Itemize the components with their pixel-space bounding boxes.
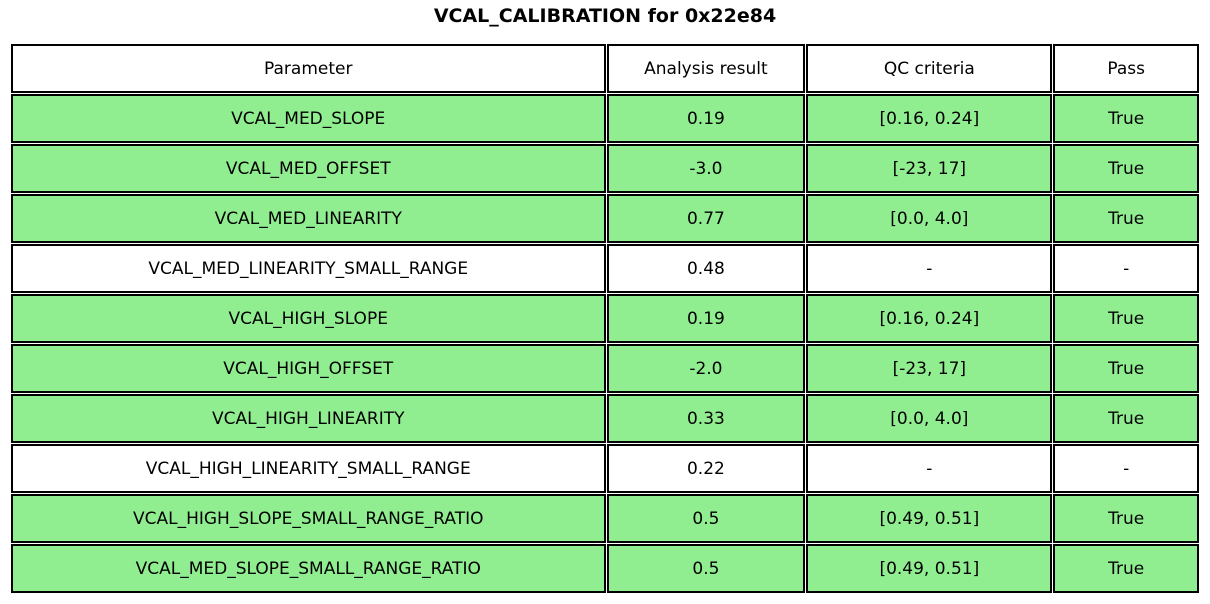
cell-pass: True [1053, 544, 1199, 593]
table-row: VCAL_MED_LINEARITY_SMALL_RANGE 0.48 - - [11, 244, 1199, 293]
cell-analysis-result: 0.19 [606, 94, 806, 143]
cell-qc-criteria: [-23, 17] [806, 144, 1053, 193]
cell-analysis-result: 0.77 [606, 194, 806, 243]
col-header-parameter: Parameter [11, 44, 606, 93]
cell-parameter: VCAL_HIGH_LINEARITY [11, 394, 606, 443]
table-row: VCAL_MED_OFFSET -3.0 [-23, 17] True [11, 144, 1199, 193]
cell-pass: True [1053, 194, 1199, 243]
cell-analysis-result: 0.19 [606, 294, 806, 343]
page-title: VCAL_CALIBRATION for 0x22e84 [433, 5, 777, 27]
table-row: VCAL_MED_SLOPE 0.19 [0.16, 0.24] True [11, 94, 1199, 143]
table-row: VCAL_MED_LINEARITY 0.77 [0.0, 4.0] True [11, 194, 1199, 243]
table-row: VCAL_MED_SLOPE_SMALL_RANGE_RATIO 0.5 [0.… [11, 544, 1199, 593]
cell-analysis-result: 0.33 [606, 394, 806, 443]
cell-qc-criteria: [0.16, 0.24] [806, 94, 1053, 143]
col-header-analysis-result: Analysis result [606, 44, 806, 93]
cell-analysis-result: -2.0 [606, 344, 806, 393]
cell-analysis-result: 0.5 [606, 494, 806, 543]
cell-pass: True [1053, 394, 1199, 443]
col-header-qc-criteria: QC criteria [806, 44, 1053, 93]
cell-qc-criteria: [0.49, 0.51] [806, 544, 1053, 593]
cell-pass: - [1053, 244, 1199, 293]
cell-analysis-result: 0.48 [606, 244, 806, 293]
cell-parameter: VCAL_HIGH_SLOPE_SMALL_RANGE_RATIO [11, 494, 606, 543]
table-row: VCAL_HIGH_LINEARITY_SMALL_RANGE 0.22 - - [11, 444, 1199, 493]
table-row: VCAL_HIGH_SLOPE_SMALL_RANGE_RATIO 0.5 [0… [11, 494, 1199, 543]
cell-parameter: VCAL_MED_OFFSET [11, 144, 606, 193]
cell-analysis-result: 0.22 [606, 444, 806, 493]
cell-parameter: VCAL_MED_SLOPE [11, 94, 606, 143]
cell-analysis-result: -3.0 [606, 144, 806, 193]
header-row: Parameter Analysis result QC criteria Pa… [11, 44, 1199, 93]
cell-parameter: VCAL_HIGH_LINEARITY_SMALL_RANGE [11, 444, 606, 493]
cell-parameter: VCAL_HIGH_SLOPE [11, 294, 606, 343]
cell-parameter: VCAL_MED_SLOPE_SMALL_RANGE_RATIO [11, 544, 606, 593]
cell-qc-criteria: [-23, 17] [806, 344, 1053, 393]
cell-pass: - [1053, 444, 1199, 493]
cell-parameter: VCAL_MED_LINEARITY [11, 194, 606, 243]
cell-parameter: VCAL_HIGH_OFFSET [11, 344, 606, 393]
cell-parameter: VCAL_MED_LINEARITY_SMALL_RANGE [11, 244, 606, 293]
cell-pass: True [1053, 344, 1199, 393]
table-row: VCAL_HIGH_LINEARITY 0.33 [0.0, 4.0] True [11, 394, 1199, 443]
cell-pass: True [1053, 144, 1199, 193]
cell-qc-criteria: - [806, 244, 1053, 293]
cell-pass: True [1053, 494, 1199, 543]
cell-qc-criteria: [0.16, 0.24] [806, 294, 1053, 343]
cell-qc-criteria: [0.0, 4.0] [806, 394, 1053, 443]
cell-analysis-result: 0.5 [606, 544, 806, 593]
cell-pass: True [1053, 94, 1199, 143]
qc-results-table: Parameter Analysis result QC criteria Pa… [10, 43, 1200, 594]
cell-pass: True [1053, 294, 1199, 343]
col-header-pass: Pass [1053, 44, 1199, 93]
cell-qc-criteria: - [806, 444, 1053, 493]
cell-qc-criteria: [0.0, 4.0] [806, 194, 1053, 243]
cell-qc-criteria: [0.49, 0.51] [806, 494, 1053, 543]
table-row: VCAL_HIGH_SLOPE 0.19 [0.16, 0.24] True [11, 294, 1199, 343]
table-row: VCAL_HIGH_OFFSET -2.0 [-23, 17] True [11, 344, 1199, 393]
